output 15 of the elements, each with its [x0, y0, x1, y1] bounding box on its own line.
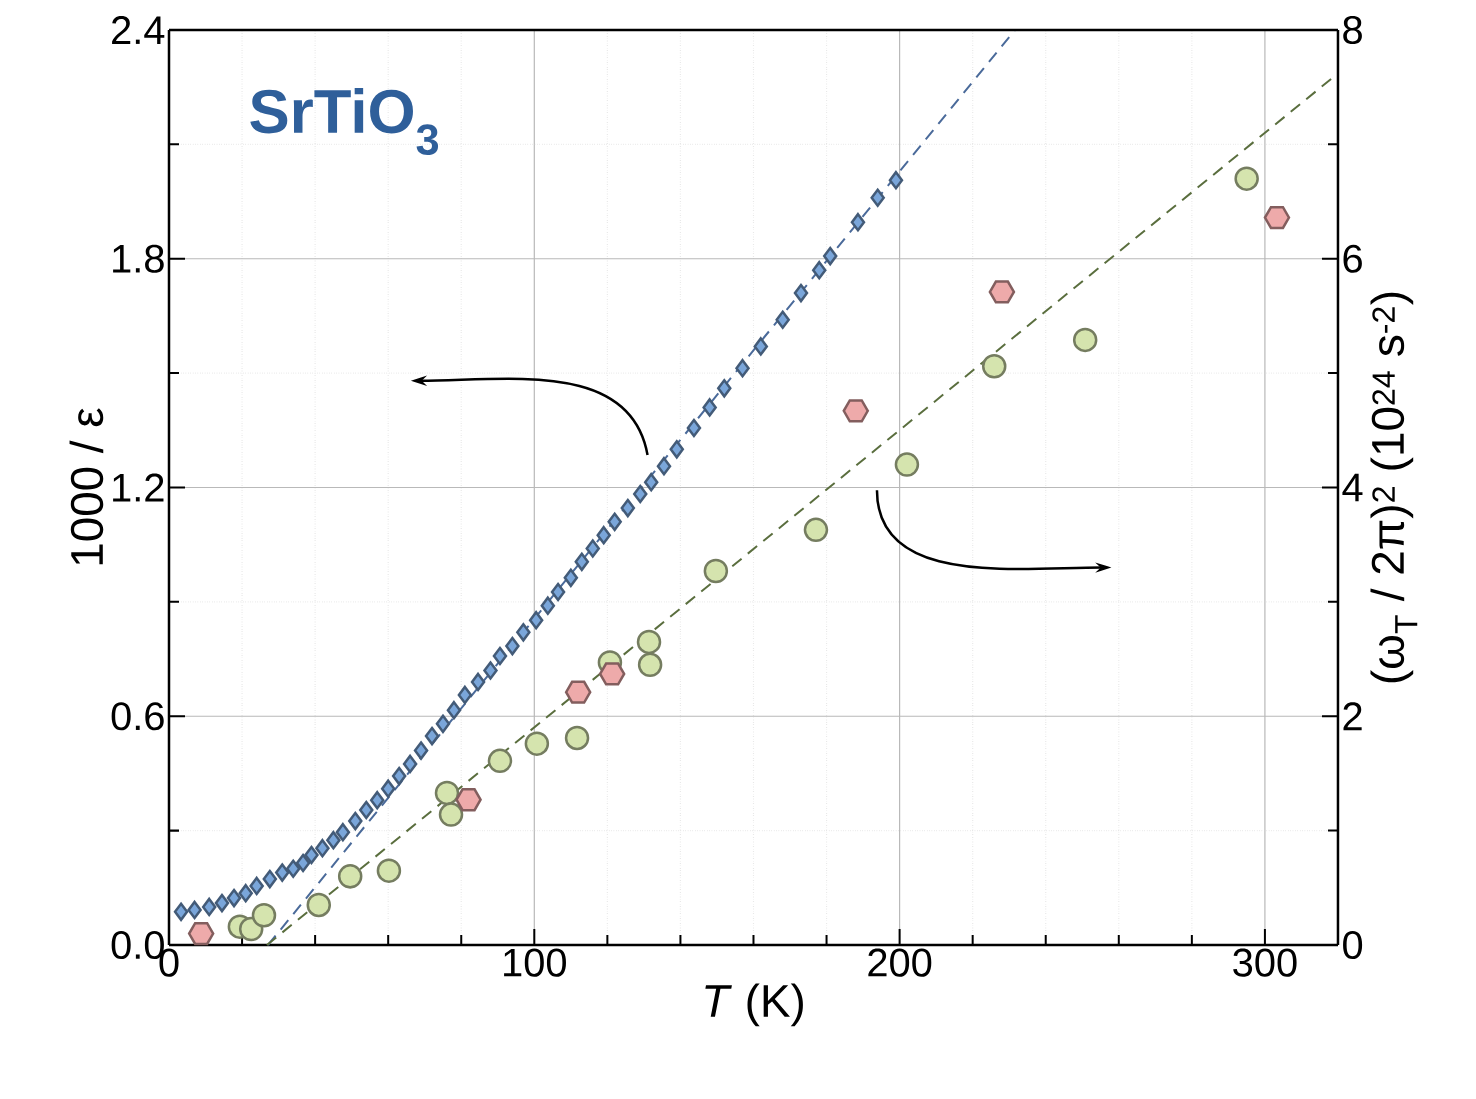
y-tick-label: 1.8 — [113, 244, 164, 273]
y-tick-label: 2.4 — [112, 16, 165, 44]
y-tick-label: 1.2 — [113, 473, 164, 502]
text: (ω$_{T}$ / 2π)$^{2}$ (10$^{24}$ s$^{-2}$) — [1370, 292, 1418, 683]
y2-tick-label: 8 — [1343, 15, 1362, 45]
y2-tick-label: 6 — [1343, 244, 1362, 273]
y-tick-label: 0.6 — [111, 702, 164, 731]
x-tick-label: 100 — [504, 948, 566, 977]
x-axis-title: T (K) — [705, 983, 803, 1027]
y2-tick-label: 2 — [1343, 702, 1362, 731]
y-axis-title: 1000 / ε — [69, 408, 104, 565]
y2-tick-label: 4 — [1342, 473, 1363, 502]
x-tick-label: 200 — [868, 948, 932, 977]
annotation: SrTiO$_{3}$ — [250, 88, 439, 155]
x-tick-label: 300 — [1233, 948, 1297, 977]
